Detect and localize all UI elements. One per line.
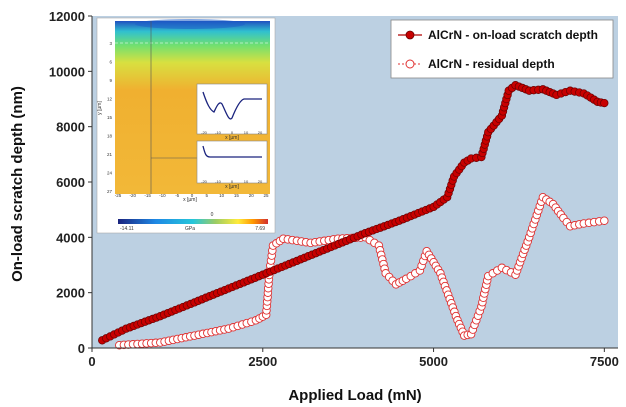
y-tick-label: 8000 bbox=[56, 120, 85, 135]
sub-bottom-x-label: x [µm] bbox=[225, 184, 239, 190]
profile-curve-top bbox=[202, 91, 262, 120]
inset-x-tick: 10 bbox=[219, 193, 225, 198]
inset-x-tick: -5 bbox=[175, 193, 179, 198]
legend-label-onload: AlCrN - on-load scratch depth bbox=[428, 28, 598, 42]
inset-x-tick: 25 bbox=[263, 193, 269, 198]
y-tick-label: 4000 bbox=[56, 230, 85, 245]
sub-bottom-x-tick: -20 bbox=[201, 179, 208, 184]
colorbar bbox=[118, 219, 268, 224]
sub-bottom-x-tick: 10 bbox=[244, 179, 249, 184]
fem-stress-inset: x [µm] x [µm] 3 6 9 12 15 18 21 24 27-25 -20 -15 -1… bbox=[96, 17, 276, 234]
y-tick-label: 12000 bbox=[49, 9, 85, 24]
inset-y-tick: 9 bbox=[109, 78, 112, 83]
inset-x-tick: -10 bbox=[159, 193, 166, 198]
legend-entry-residual: AlCrN - residual depth bbox=[398, 57, 555, 71]
inset-x-tick: -25 bbox=[115, 193, 122, 198]
inset-y-tick: 6 bbox=[109, 60, 112, 65]
sub-top-x-label: x [µm] bbox=[225, 135, 239, 141]
sub-bottom-x-tick: 0 bbox=[231, 179, 234, 184]
series-onload-depth bbox=[98, 81, 609, 345]
inset-y-tick: 27 bbox=[107, 189, 113, 194]
inset-x-tick: 15 bbox=[234, 193, 240, 198]
colorbar-unit-label: GPa bbox=[185, 226, 195, 232]
x-tick-label: 0 bbox=[88, 354, 95, 369]
inset-y-tick: 18 bbox=[107, 134, 113, 139]
y-tick-label: 6000 bbox=[56, 175, 85, 190]
inset-tick-labels: 3 6 9 12 15 18 21 24 27-25 -20 -15 -10 -5 0 5 10 15 20 25 -… bbox=[107, 41, 269, 198]
indentation-zone bbox=[135, 19, 245, 29]
series-residual-depth bbox=[115, 192, 609, 350]
sub-bottom-x-tick: -10 bbox=[215, 179, 222, 184]
inset-x-tick: 20 bbox=[249, 193, 255, 198]
y-tick-label: 10000 bbox=[49, 64, 85, 79]
inset-y-tick: 21 bbox=[107, 152, 113, 157]
legend-entry-onload: AlCrN - on-load scratch depth bbox=[398, 28, 598, 42]
sub-top-x-tick: 10 bbox=[244, 130, 249, 135]
inset-y-tick: 12 bbox=[107, 97, 113, 102]
inset-y-tick: 24 bbox=[107, 171, 113, 176]
y-tick-label: 2000 bbox=[56, 286, 85, 301]
legend: AlCrN - on-load scratch depth AlCrN - re… bbox=[390, 19, 614, 79]
inset-x-axis-label: x [µm] bbox=[183, 197, 197, 203]
legend-filled-circle-icon bbox=[405, 30, 415, 40]
inset-x-tick: 0 bbox=[191, 193, 194, 198]
data-point bbox=[600, 216, 609, 225]
x-tick-label: 5000 bbox=[419, 354, 448, 369]
sub-top-x-tick: 0 bbox=[231, 130, 234, 135]
x-axis-title: Applied Load (mN) bbox=[288, 387, 421, 404]
sub-top-x-tick: 20 bbox=[258, 130, 263, 135]
inset-y-tick: 15 bbox=[107, 115, 113, 120]
colorbar-mid-label: 0 bbox=[211, 212, 214, 218]
x-tick-label: 2500 bbox=[248, 354, 277, 369]
legend-open-circle-icon bbox=[405, 59, 415, 69]
sub-top-x-tick: -20 bbox=[201, 130, 208, 135]
colorbar-max-label: 7.69 bbox=[255, 226, 265, 232]
inset-x-tick: -15 bbox=[144, 193, 151, 198]
sub-bottom-x-tick: 20 bbox=[258, 179, 263, 184]
y-tick-label: 0 bbox=[78, 341, 85, 356]
profile-curve-bottom bbox=[202, 145, 262, 158]
sub-top-x-tick: -10 bbox=[215, 130, 222, 135]
inset-y-axis-label: y [µm] bbox=[97, 101, 103, 115]
data-series bbox=[98, 81, 609, 350]
profile-subplot-top bbox=[196, 83, 268, 135]
data-point bbox=[600, 98, 609, 108]
inset-y-tick: 3 bbox=[109, 41, 112, 46]
colorbar-min-label: -14.11 bbox=[120, 226, 134, 232]
inset-x-tick: -20 bbox=[130, 193, 137, 198]
y-axis-title: On-load scratch depth (nm) bbox=[9, 86, 26, 282]
legend-label-residual: AlCrN - residual depth bbox=[428, 57, 555, 71]
legend-box bbox=[390, 19, 614, 79]
profile-subplot-bottom bbox=[196, 140, 268, 184]
inset-x-tick: 5 bbox=[206, 193, 209, 198]
x-tick-label: 7500 bbox=[590, 354, 619, 369]
